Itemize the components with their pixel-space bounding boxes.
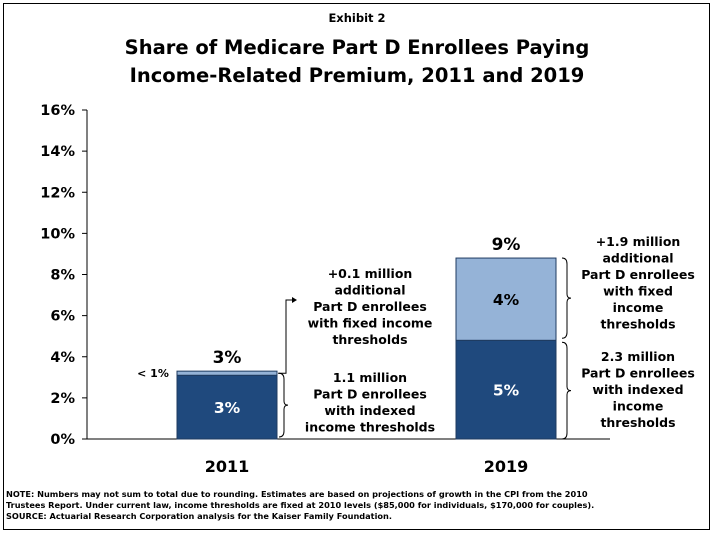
chart-title-line-2: Income-Related Premium, 2011 and 2019: [130, 64, 585, 87]
y-tick-label: 12%: [40, 185, 75, 201]
bar-segment-indexed-2011: [176, 374, 278, 440]
annotation-2019-fixed: +1.9 million: [596, 234, 681, 249]
annotation-2011-indexed: Part D enrollees: [313, 387, 427, 402]
annotation-2019-indexed: Part D enrollees: [581, 366, 695, 381]
chart-title-line-1: Share of Medicare Part D Enrollees Payin…: [125, 36, 590, 59]
y-tick-label: 2%: [50, 391, 75, 407]
bar-segment-label: 3%: [214, 399, 241, 417]
annotation-2019-fixed: with fixed: [603, 284, 673, 299]
exhibit-frame: [3, 3, 710, 530]
annotation-2011-indexed: 1.1 million: [333, 370, 407, 385]
arrow-2011-fixed: [278, 299, 292, 374]
annotation-2011-fixed: with fixed income: [308, 316, 433, 331]
annotation-2019-indexed: with indexed: [592, 382, 683, 397]
annotation-2019-fixed: Part D enrollees: [581, 267, 695, 282]
annotation-2019-fixed: thresholds: [600, 317, 675, 332]
x-tick-label: 2019: [484, 457, 529, 476]
y-tick-label: 10%: [40, 226, 75, 242]
bar-total-label: 9%: [492, 235, 521, 255]
y-tick-label: 14%: [40, 144, 75, 160]
brace-2019-fixed: [561, 257, 572, 339]
annotation-2011-indexed: income thresholds: [305, 420, 435, 435]
x-tick-label: 2011: [205, 457, 250, 476]
annotation-2019-fixed: income: [613, 300, 664, 315]
y-tick-label: 6%: [50, 309, 75, 325]
y-tick-label: 4%: [50, 350, 75, 366]
annotation-2019-indexed: 2.3 million: [601, 349, 675, 364]
annotation-2011-fixed: additional: [334, 283, 405, 298]
annotation-2019-indexed: thresholds: [600, 415, 675, 430]
annotation-2019-fixed: additional: [602, 251, 673, 266]
annotation-2011-fixed: thresholds: [332, 332, 407, 347]
annotation-2011-fixed: +0.1 million: [328, 266, 413, 281]
annotation-2011-indexed: with indexed: [324, 403, 415, 418]
bar-segment-label: 5%: [493, 382, 520, 400]
note-line-2: Trustees Report. Under current law, inco…: [6, 500, 595, 510]
bar-segment-label: 4%: [493, 291, 520, 309]
bar-total-label: 3%: [213, 348, 242, 368]
arrowhead-2011-fixed: [292, 297, 297, 303]
annotation-2011-fixed: Part D enrollees: [313, 299, 427, 314]
y-tick-label: 8%: [50, 268, 75, 284]
y-tick-label: 16%: [40, 103, 75, 119]
brace-2011-indexed: [278, 372, 289, 438]
y-tick-label: 0%: [50, 432, 75, 448]
supertitle: Exhibit 2: [328, 11, 385, 25]
bar-segment-indexed-2019: [455, 339, 557, 440]
brace-2019-indexed: [561, 341, 572, 440]
note-line-1: NOTE: Numbers may not sum to total due t…: [6, 489, 588, 499]
source-line: SOURCE: Actuarial Research Corporation a…: [6, 511, 392, 521]
small-segment-label: < 1%: [137, 367, 169, 380]
annotation-2019-indexed: income: [613, 399, 664, 414]
bar-segment-fixed-2011: [176, 370, 278, 376]
bar-segment-fixed-2019: [455, 257, 557, 341]
